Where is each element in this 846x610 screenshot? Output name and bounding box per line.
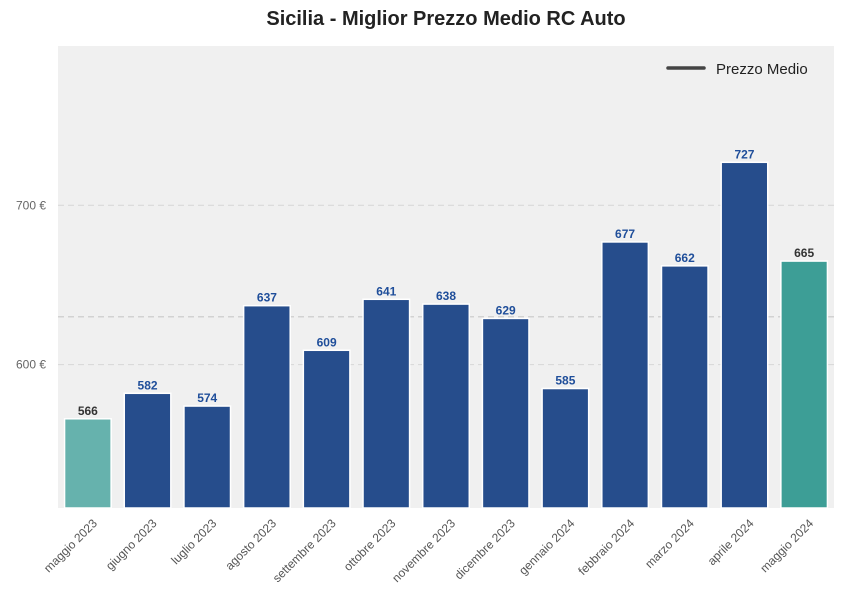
bar-value-label: 637 <box>257 291 277 305</box>
x-tick-label: novembre 2023 <box>389 516 458 585</box>
bar-value-label: 566 <box>78 404 98 418</box>
y-axis: 600 € 700 € <box>16 198 46 371</box>
y-tick-label: 600 € <box>16 358 46 372</box>
bar <box>660 265 709 509</box>
bar-value-label: 665 <box>794 246 814 260</box>
bar-value-label: 662 <box>675 251 695 265</box>
legend: Prezzo Medio <box>666 61 808 78</box>
x-tick-label: ottobre 2023 <box>341 516 399 574</box>
x-axis: maggio 2023 giugno 2023 luglio 2023 agosto … <box>41 516 817 585</box>
bar <box>63 418 112 509</box>
bar <box>302 349 351 509</box>
bar <box>541 387 590 509</box>
x-tick-label: luglio 2023 <box>168 516 219 567</box>
x-tick-label: maggio 2023 <box>41 516 100 575</box>
bar-value-label: 629 <box>496 303 516 317</box>
legend-label: Prezzo Medio <box>716 61 808 78</box>
bar-value-label: 609 <box>317 335 337 349</box>
bar-value-label: 585 <box>555 374 575 388</box>
bar <box>362 298 411 509</box>
x-tick-label: maggio 2024 <box>757 516 816 575</box>
x-tick-label: febbraio 2024 <box>575 516 637 578</box>
bar-value-label: 574 <box>197 391 217 405</box>
x-tick-label: marzo 2024 <box>642 516 697 571</box>
bar <box>123 392 172 509</box>
x-tick-label: gennaio 2024 <box>516 516 578 578</box>
x-tick-label: aprile 2024 <box>705 516 757 568</box>
bars <box>63 161 829 509</box>
bar-value-label: 677 <box>615 227 635 241</box>
bar <box>481 317 530 509</box>
x-tick-label: dicembre 2023 <box>452 516 518 582</box>
bar <box>720 161 769 509</box>
bar-value-label: 638 <box>436 289 456 303</box>
x-tick-label: agosto 2023 <box>222 516 279 573</box>
bar-value-label: 641 <box>376 284 396 298</box>
bar-value-label: 582 <box>138 378 158 392</box>
bar <box>183 405 232 509</box>
bar <box>601 241 650 509</box>
bar-value-label: 727 <box>734 147 754 161</box>
bar <box>780 260 829 509</box>
chart-title: Sicilia - Miglior Prezzo Medio RC Auto <box>266 8 625 30</box>
x-tick-label: settembre 2023 <box>270 516 339 585</box>
value-labels: 566 582 574 637 609 641 638 629 585 677 662 727 665 <box>78 147 815 417</box>
y-tick-label: 700 € <box>16 198 46 212</box>
bar <box>421 303 471 509</box>
bar <box>242 304 291 509</box>
x-tick-label: giugno 2023 <box>103 516 160 573</box>
